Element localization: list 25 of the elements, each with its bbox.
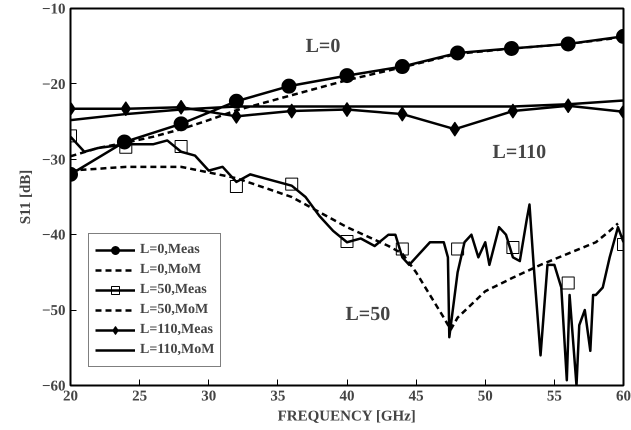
annotation: L=0: [306, 35, 340, 58]
x-tick-label: 25: [132, 388, 148, 404]
x-tick-label: 20: [63, 388, 78, 404]
legend-label: L=110,MoM: [140, 342, 214, 358]
y-tick-label: −50: [42, 303, 66, 320]
legend-label: L=50,MoM: [140, 302, 208, 318]
x-tick-label: 30: [201, 388, 216, 404]
legend-label: L=0,MoM: [140, 262, 202, 278]
x-tick-label: 35: [270, 388, 286, 404]
x-tick-label: 40: [340, 388, 354, 404]
y-tick-label: −10: [42, 2, 66, 18]
x-tick-label: 60: [616, 388, 631, 404]
x-tick-label: 50: [478, 388, 493, 404]
annotation: L=110: [492, 140, 546, 163]
y-tick-label: −30: [42, 152, 66, 168]
legend-label: L=0,Meas: [140, 242, 200, 258]
legend-label: L=50,Meas: [140, 282, 207, 298]
y-tick-label: −20: [42, 76, 66, 93]
annotation: L=50: [345, 302, 390, 325]
y-tick-label: −40: [42, 228, 66, 244]
y-axis-title: S11 [dB]: [18, 170, 34, 224]
x-tick-label: 55: [546, 388, 562, 404]
x-tick-label: 45: [408, 388, 424, 404]
legend-label: L=110,Meas: [140, 322, 213, 338]
x-axis-title: FREQUENCY [GHz]: [278, 408, 416, 424]
